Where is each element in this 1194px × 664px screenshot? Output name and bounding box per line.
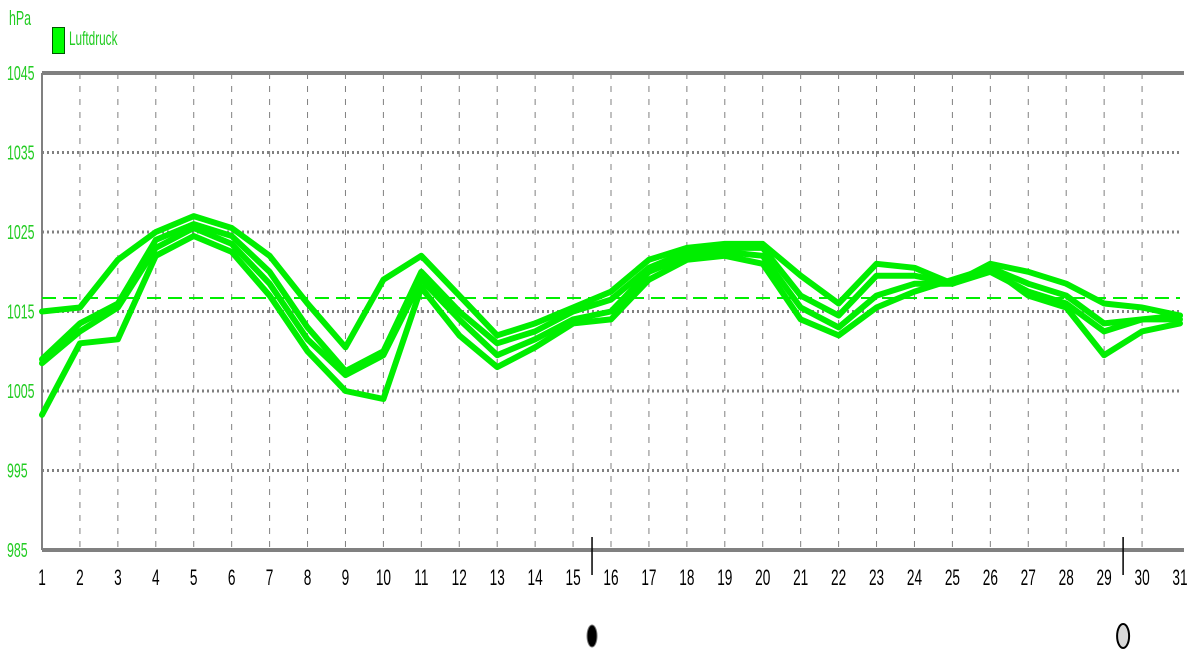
y-tick-label: 1045 (7, 62, 35, 85)
x-tick-label: 28 (1059, 565, 1074, 590)
x-tick-label: 14 (528, 565, 543, 590)
x-tick-label: 1 (38, 565, 46, 590)
x-tick-label: 6 (228, 565, 236, 590)
x-tick-label: 2 (76, 565, 84, 590)
x-tick-label: 4 (152, 565, 160, 590)
y-tick-label: 1025 (7, 221, 35, 244)
x-tick-label: 23 (869, 565, 884, 590)
x-tick-label: 25 (945, 565, 960, 590)
x-tick-label: 10 (376, 565, 391, 590)
x-tick-label: 27 (1021, 565, 1036, 590)
series-line-2 (39, 225, 1183, 379)
x-tick-label: 22 (831, 565, 846, 590)
x-tick-label: 17 (641, 565, 656, 590)
legend-label: Luftdruck (69, 29, 118, 50)
x-tick-label: 19 (717, 565, 732, 590)
y-tick-label: 1035 (7, 141, 35, 164)
series-line-4 (39, 213, 1183, 351)
y-axis-unit-label: hPa (9, 8, 32, 30)
x-tick-label: 18 (679, 565, 694, 590)
x-tick-label: 7 (266, 565, 274, 590)
series-line-3 (39, 221, 1183, 375)
x-tick-label: 13 (490, 565, 505, 590)
x-tick-label: 26 (983, 565, 998, 590)
moon-new-icon (586, 624, 598, 648)
y-tick-label: 995 (7, 459, 28, 482)
y-tick-label: 1005 (7, 380, 35, 403)
x-tick-label: 15 (565, 565, 580, 590)
x-tick-label: 29 (1097, 565, 1112, 590)
x-tick-label: 3 (114, 565, 122, 590)
x-tick-label: 31 (1172, 565, 1187, 590)
x-tick-label: 30 (1134, 565, 1149, 590)
x-tick-label: 12 (452, 565, 467, 590)
moon-full-icon (1116, 623, 1131, 649)
x-tick-label: 8 (304, 565, 312, 590)
y-tick-label: 1015 (7, 300, 35, 323)
x-tick-label: 21 (793, 565, 808, 590)
y-tick-label: 985 (7, 539, 28, 562)
x-tick-label: 24 (907, 565, 922, 590)
x-tick-label: 20 (755, 565, 770, 590)
legend: Luftdruck (52, 24, 147, 56)
x-tick-label: 16 (603, 565, 618, 590)
x-tick-label: 9 (342, 565, 350, 590)
x-tick-label: 11 (414, 565, 428, 590)
x-tick-label: 5 (190, 565, 198, 590)
legend-swatch (52, 26, 65, 54)
